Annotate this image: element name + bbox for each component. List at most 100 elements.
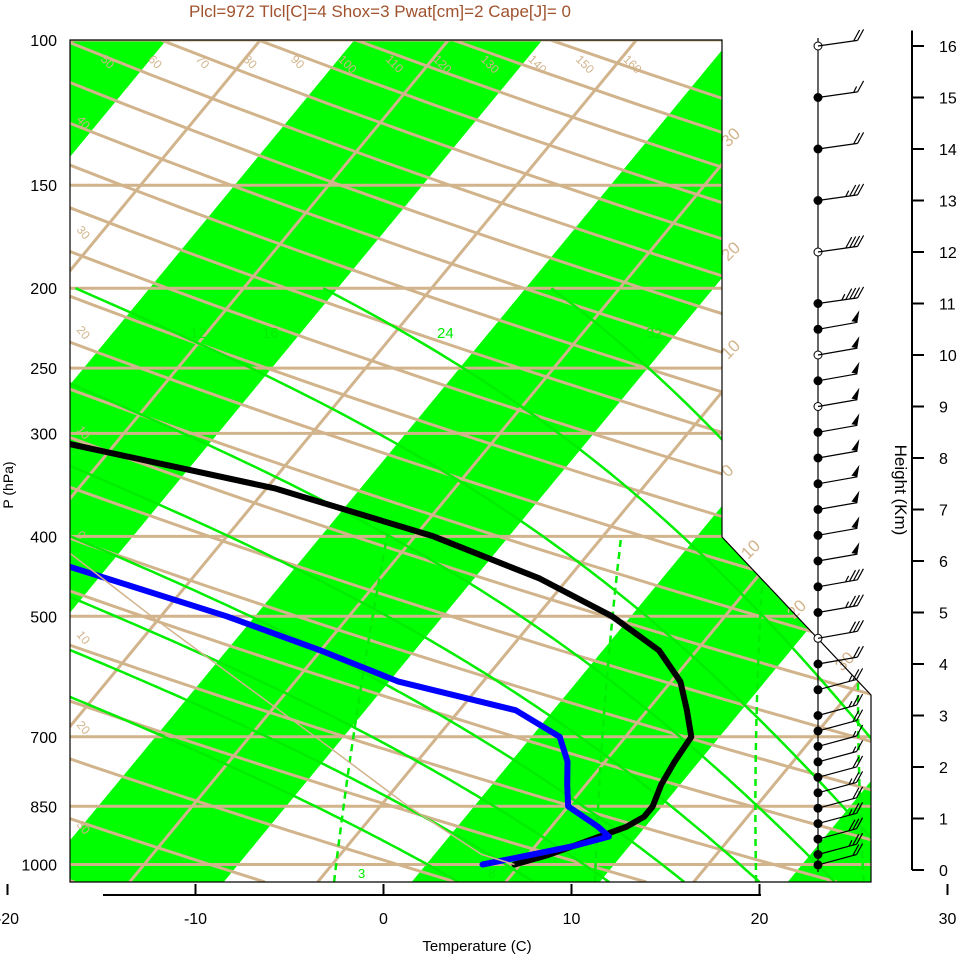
barb-flag [852,833,860,846]
barb-flag [856,817,864,829]
wind-barb [817,853,857,866]
barb-half-flag [845,190,850,197]
wind-barb [817,39,858,47]
wind-barb [817,630,858,639]
moist-adiabat-line [70,287,460,882]
isotherm-label: 10 [74,628,94,647]
barb-half-flag [845,575,850,583]
parcel-path-line [70,287,515,866]
barb-flag [848,569,857,582]
barb-flag [856,594,864,606]
barb-flag [848,595,857,608]
height-tick-label: 2 [939,760,948,777]
barb-half-flag [848,675,853,682]
barb-pennant [851,413,860,426]
y-tick-label: 250 [30,361,57,378]
wind-barb [817,450,858,459]
barb-flag [852,694,860,707]
moist-adiabat-line [70,287,836,882]
barb-flag [853,132,861,145]
moist-adiabats [70,287,871,882]
wind-barb [817,373,858,382]
height-tick-label: 10 [939,348,957,365]
height-axis-label: Height (Km) [891,445,910,536]
temperature-band [787,40,871,882]
wind-barb [817,553,858,562]
moist-adiabat-line [70,287,535,882]
dry-adiabat-label: 80 [240,52,260,72]
plot-border [69,39,872,883]
barb-pennant [851,439,860,452]
dry-adiabat-label: 90 [288,52,308,72]
height-tick-label: 11 [939,297,956,314]
y-tick-label: 400 [30,529,57,546]
temperature-profile-line [70,40,695,868]
wind-barb [817,735,857,747]
barb-flag [857,286,865,299]
barb-pennant [851,310,860,323]
wind-barb [817,678,857,691]
wind-barb-column [813,29,865,872]
isotherm-line [882,2,961,882]
height-tick-label: 1 [939,812,948,829]
x-tick-label: -20 [0,911,19,928]
barb-flag [849,287,857,300]
barb-pennant [851,361,860,374]
mixing-ratio-line [754,536,767,882]
barb-flag [857,29,865,41]
mixing-ratio-line [332,536,389,882]
barb-flag [852,569,861,581]
barb-flag [852,669,860,681]
moist-adiabat-label: 32 [646,325,663,342]
barb-flag [852,818,860,831]
barb-flag [856,755,864,768]
wind-barb [817,579,858,588]
wind-barb [817,321,858,330]
isotherm-line [692,40,871,882]
pressure-axis: 100 150 200 250 300 400 500 700 850 1000 [21,33,57,875]
dry-adiabat-label: 70 [193,52,213,72]
barb-half-flag [848,778,853,785]
wind-barb [817,91,858,99]
dry-adiabat-line [70,40,266,882]
barb-flag [856,709,864,721]
isotherm-line [128,40,857,882]
barb-flag [856,740,864,752]
barb-flag [857,80,865,93]
height-tick-label: 8 [939,451,948,468]
chart-title: Plcl=972 Tlcl[C]=4 Shox=3 Pwat[cm]=2 Cap… [189,2,571,21]
height-tick-label: 7 [939,503,948,520]
barb-flag [856,802,864,814]
barb-flag [856,843,864,855]
barb-half-flag [852,746,857,753]
wind-barb [817,781,857,794]
barb-flag [853,235,861,248]
wind-barb [817,194,858,202]
dry-adiabat-line [70,40,871,882]
isotherm-line [316,40,871,882]
dry-adiabat-line [70,40,871,882]
height-tick-label: 12 [939,245,957,262]
moist-adiabat-label: 16 [262,325,279,342]
wind-barb [817,812,857,825]
y-tick-label: 1000 [21,858,57,875]
x-tick-label: -10 [184,911,207,928]
wind-barb [817,399,858,408]
barb-flag [852,756,860,769]
barb-flag [857,132,865,144]
mixing-ratio-line [0,536,15,882]
barb-flag [856,693,864,706]
barb-pennant [851,336,860,349]
wind-barb [817,704,857,717]
sounding-profiles [70,40,695,868]
barb-flag [852,787,860,800]
wind-barb [817,766,857,778]
barb-pennant [851,542,860,555]
y-tick-label: 100 [30,33,57,50]
barb-flag [848,621,857,633]
wind-barb [817,424,858,433]
barb-pennant [851,464,860,477]
dry-adiabat-line [70,40,871,882]
mixing-ratio-label: 8 [488,866,495,881]
